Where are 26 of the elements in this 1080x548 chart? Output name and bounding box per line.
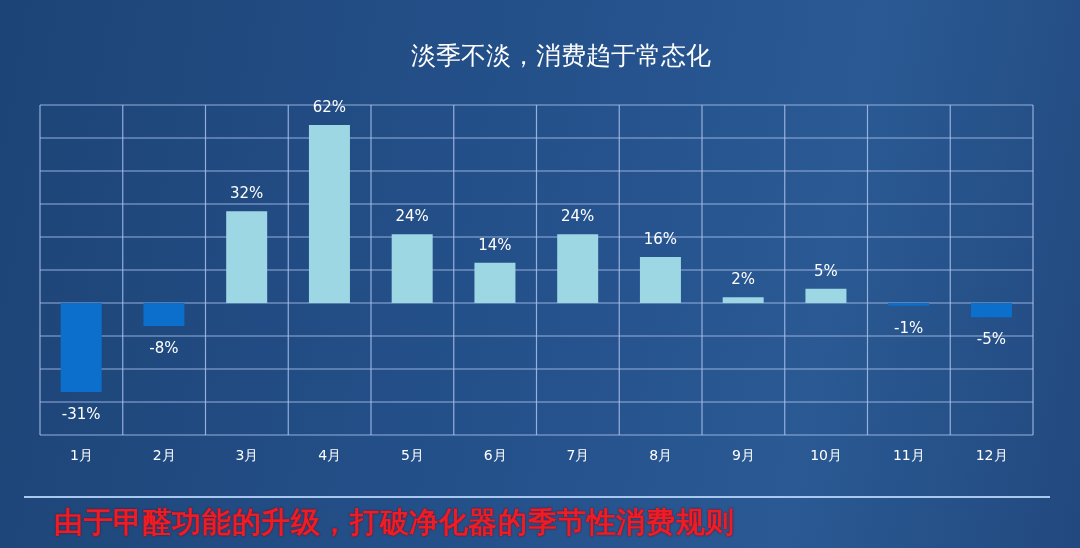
data-label: -1% <box>894 318 924 337</box>
data-label: -5% <box>976 330 1007 349</box>
x-tick-label: 9月 <box>731 446 755 463</box>
data-label: 24% <box>561 207 595 226</box>
x-tick-label: 12月 <box>975 446 1008 463</box>
x-tick-label: 5月 <box>400 446 424 463</box>
data-label: 16% <box>643 230 678 249</box>
data-label: 2% <box>731 270 756 289</box>
data-label: 32% <box>230 184 264 203</box>
x-tick-label: 1月 <box>69 446 93 463</box>
x-tick-label: 3月 <box>235 446 259 463</box>
data-label: -8% <box>149 338 179 357</box>
x-tick-label: 2月 <box>152 446 176 463</box>
x-tick-label: 10月 <box>810 446 843 463</box>
data-label: 24% <box>395 207 429 226</box>
x-tick-label: 8月 <box>649 446 673 463</box>
data-label: -31% <box>61 404 101 423</box>
data-label: 62% <box>312 98 347 117</box>
x-tick-label: 7月 <box>566 446 590 463</box>
text: 由于甲醛功能的升级，打破净化器的季节性消费规则 <box>54 505 735 539</box>
data-label: 5% <box>814 261 838 280</box>
data-label: 14% <box>478 235 512 254</box>
x-tick-label: 11月 <box>892 446 925 463</box>
x-tick-label: 6月 <box>483 446 507 463</box>
chart-title: 淡季不淡，消费趋于常态化 <box>410 40 712 72</box>
x-tick-label: 4月 <box>318 446 342 463</box>
